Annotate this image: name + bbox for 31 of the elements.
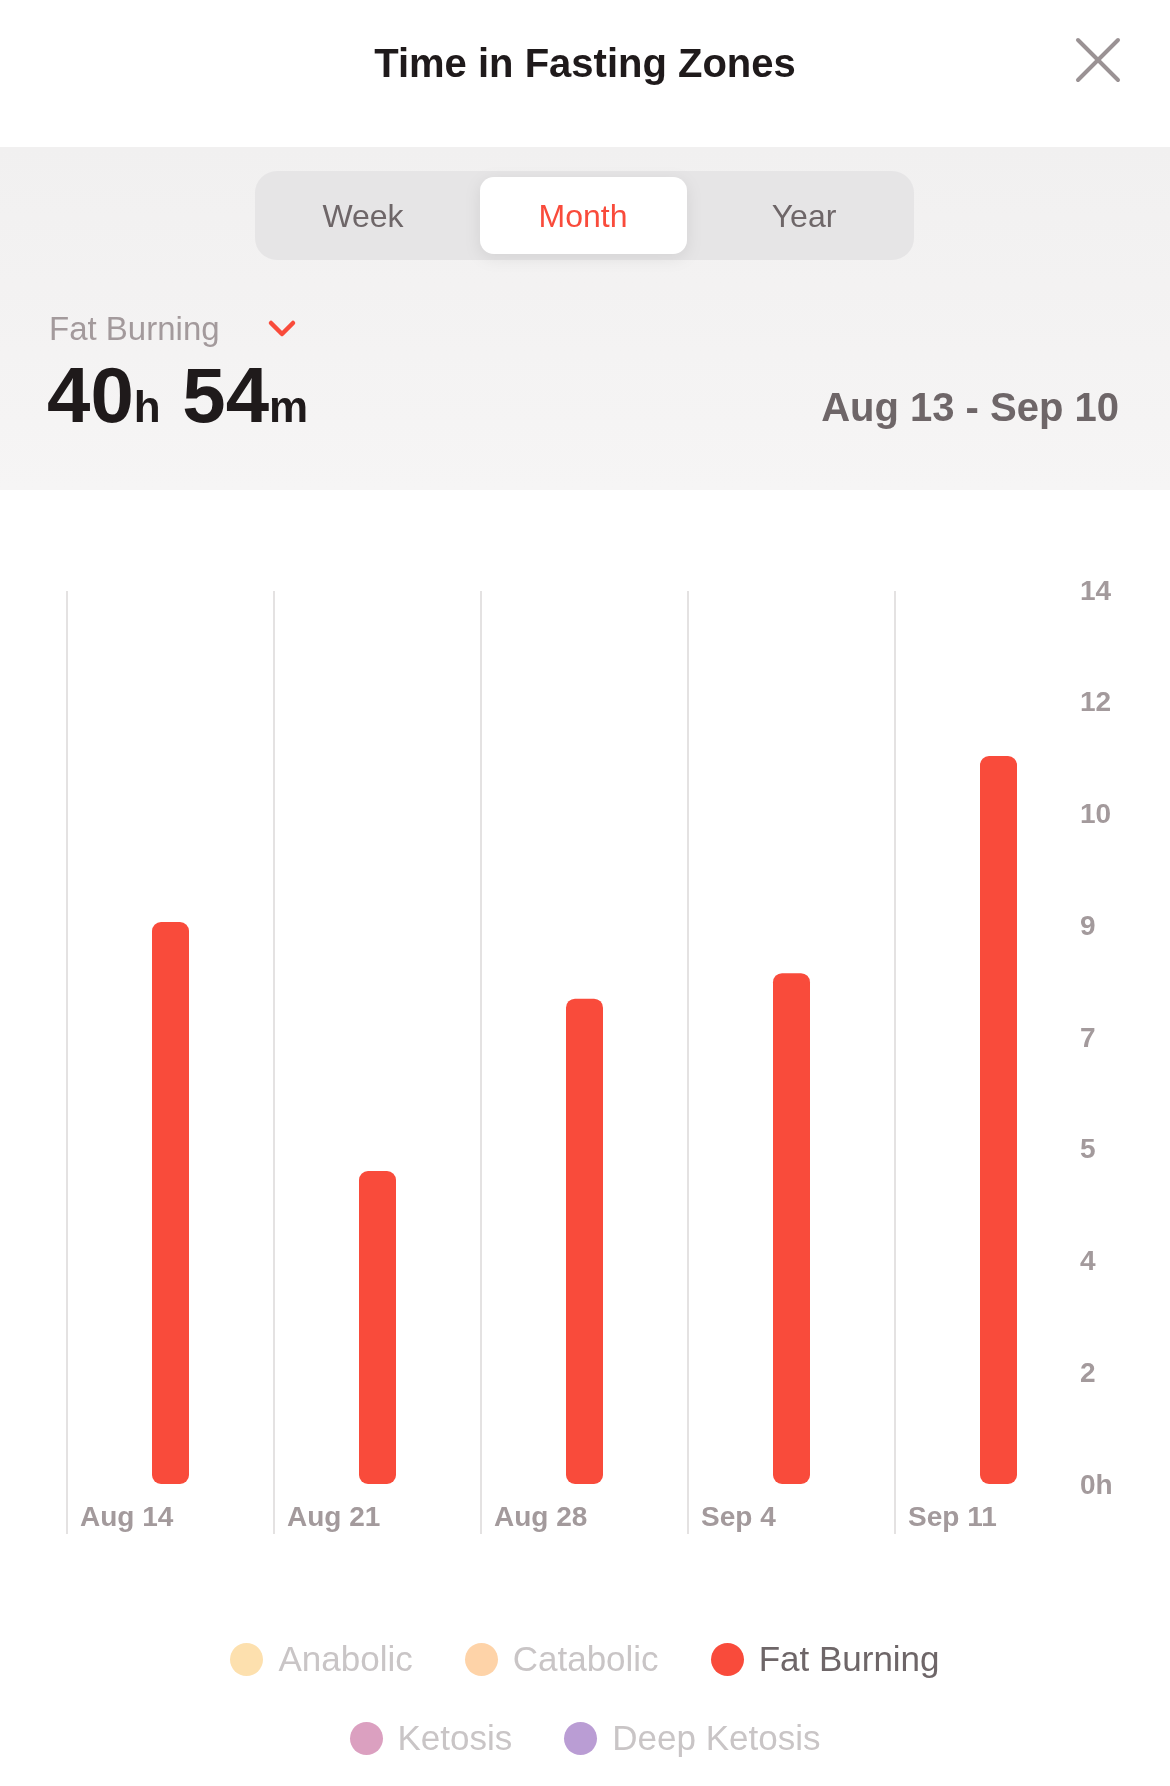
y-tick-label: 12 bbox=[1080, 686, 1112, 718]
y-tick-label: 0h bbox=[1080, 1468, 1113, 1500]
text: Fat Burning bbox=[49, 309, 220, 347]
y-tick-label: 9 bbox=[1080, 909, 1096, 941]
bar bbox=[152, 922, 189, 1484]
legend-label: Fat Burning bbox=[758, 1639, 940, 1679]
x-tick-label: Aug 21 bbox=[287, 1500, 381, 1532]
y-tick-label: 4 bbox=[1080, 1245, 1096, 1276]
x-tick-label: Aug 14 bbox=[80, 1500, 174, 1532]
legend-label: Deep Ketosis bbox=[612, 1718, 821, 1758]
bar bbox=[359, 1171, 396, 1484]
x-tick-label: Sep 11 bbox=[908, 1500, 997, 1532]
y-tick-label: 14 bbox=[1080, 574, 1112, 606]
bar bbox=[980, 756, 1017, 1484]
bar bbox=[566, 998, 603, 1484]
legend-label: Ketosis bbox=[397, 1718, 513, 1758]
y-tick-label: 2 bbox=[1080, 1356, 1096, 1388]
x-tick-label: Aug 28 bbox=[494, 1500, 588, 1532]
text: Aug 13 - Sep 10 bbox=[821, 385, 1119, 429]
legend-label: Catabolic bbox=[512, 1639, 659, 1679]
legend-label: Anabolic bbox=[278, 1639, 413, 1679]
chart-title: Time in Fasting Zones bbox=[374, 41, 796, 85]
y-tick-label: 5 bbox=[1080, 1133, 1096, 1165]
x-tick-label: Sep 4 bbox=[701, 1500, 777, 1532]
text: Month bbox=[538, 198, 628, 234]
y-tick-label: 7 bbox=[1080, 1021, 1096, 1053]
text: Week bbox=[322, 198, 405, 234]
text: Year bbox=[771, 198, 837, 234]
text: 40h 54m bbox=[47, 351, 309, 439]
y-tick-label: 10 bbox=[1080, 798, 1112, 829]
bar bbox=[773, 973, 810, 1484]
